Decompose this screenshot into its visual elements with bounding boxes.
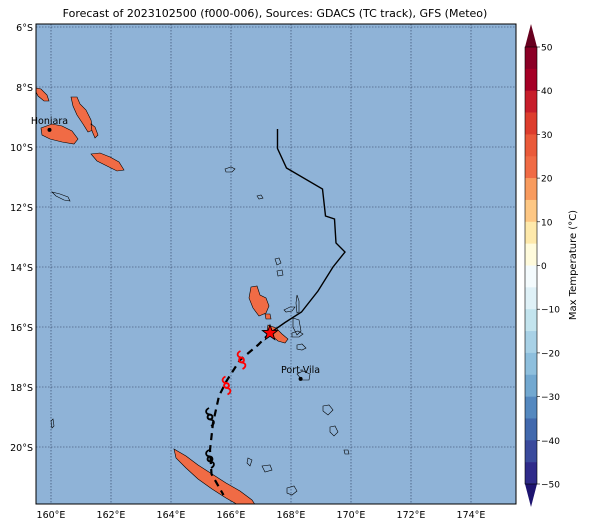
lat-tick-label: 14°S	[10, 263, 33, 274]
tropical-cyclone-symbol-icon	[205, 407, 215, 427]
lat-tick-label: 12°S	[10, 203, 33, 214]
current-position-star-icon	[261, 323, 279, 341]
city-markers: Honiara Port-Vila	[31, 116, 320, 381]
colorbar-tick-label: −30	[541, 393, 560, 403]
map-panel[interactable]: Honiara Port-Vila	[31, 23, 517, 506]
lat-tick-label: 18°S	[10, 383, 33, 394]
latitude-axis: 6°S 8°S 10°S 12°S 14°S 16°S 18°S 20°S	[10, 23, 33, 454]
colorbar-bands	[525, 47, 537, 485]
island-santa-cruz	[224, 166, 236, 173]
colorbar-tick-label: 30	[541, 131, 553, 141]
observed-track-line	[269, 129, 346, 334]
colorbar-band	[525, 68, 537, 91]
island-espiritu-santo	[248, 285, 270, 317]
lon-tick-label: 174°E	[457, 510, 486, 521]
colorbar-band	[525, 265, 537, 288]
tropical-cyclone-symbol-icon	[236, 350, 247, 370]
lat-tick-label: 20°S	[10, 443, 33, 454]
lat-tick-label: 10°S	[10, 143, 33, 154]
city-dot	[298, 376, 303, 381]
colorbar-tick-label: 0	[541, 262, 547, 272]
colorbar-band	[525, 112, 537, 135]
tropical-cyclone-symbol-icon	[205, 449, 215, 469]
colorbar-band	[525, 331, 537, 354]
colorbar-band	[525, 352, 537, 376]
island-makira	[90, 152, 125, 172]
forecast-track-line	[208, 332, 271, 496]
colorbar-tick-label: 50	[541, 44, 553, 54]
colorbar-band	[525, 199, 537, 223]
colorbar-ticks: 50 40 30 20 10 0 −10 −20 −30 −40 −50	[537, 44, 560, 491]
temperature-colorbar: 50 40 30 20 10 0 −10 −20 −30 −40 −50 Max Temperatu…	[524, 24, 579, 507]
lon-tick-label: 168°E	[277, 510, 306, 521]
ocean-background	[36, 24, 516, 504]
colorbar-band	[525, 134, 537, 157]
colorbar-under-extension	[525, 484, 537, 507]
lat-tick-label: 16°S	[10, 323, 33, 334]
colorbar-band	[525, 396, 537, 419]
longitude-axis: 160°E 162°E 164°E 166°E 168°E 170°E 172°E 174°E	[37, 510, 486, 521]
map-border	[35, 23, 517, 505]
island-erromango	[322, 404, 334, 416]
lat-tick-label: 8°S	[16, 83, 33, 94]
colorbar-band	[525, 309, 537, 332]
storm-symbol-layer	[205, 323, 279, 469]
island-utupua	[256, 194, 264, 200]
colorbar-tick-label: −10	[541, 306, 560, 316]
colorbar-tick-label: 20	[541, 175, 553, 185]
island-banks	[276, 269, 284, 277]
colorbar-band	[525, 47, 537, 70]
figure-title: Forecast of 2023102500 (f000-006), Sourc…	[63, 7, 488, 20]
island-maewo	[295, 294, 300, 314]
island-ambae	[283, 306, 296, 313]
colorbar-band	[525, 156, 537, 179]
colorbar-band	[525, 221, 537, 244]
colorbar-tick-label: −40	[541, 437, 560, 447]
colorbar-tick-label: −50	[541, 481, 560, 491]
colorbar-band	[525, 90, 537, 113]
island-small-malaita	[90, 123, 99, 139]
colorbar-tick-label: 40	[541, 87, 553, 97]
island-aneityum	[343, 449, 350, 455]
island-mare	[286, 485, 298, 496]
island-pentecost	[292, 317, 302, 336]
city-dot	[47, 127, 52, 132]
city-label: Port-Vila	[281, 365, 320, 376]
lon-tick-label: 170°E	[337, 510, 366, 521]
colorbar-label: Max Temperature (°C)	[568, 210, 579, 320]
colorbar-band	[525, 462, 537, 485]
lon-tick-label: 164°E	[157, 510, 186, 521]
island-belep	[50, 418, 55, 429]
island-epi	[296, 343, 307, 351]
lon-tick-label: 172°E	[397, 510, 426, 521]
colorbar-over-extension	[525, 24, 537, 47]
island-lifou	[261, 464, 273, 473]
lon-tick-label: 162°E	[97, 510, 126, 521]
island-ambrym	[291, 330, 304, 338]
colorbar-band	[525, 418, 537, 441]
island-tanna	[329, 425, 339, 437]
tropical-cyclone-symbol-icon	[221, 375, 232, 396]
colorbar-band	[525, 178, 537, 201]
island-rennell	[51, 191, 71, 202]
colorbar-band	[525, 287, 537, 310]
island-new-caledonia	[173, 448, 256, 504]
colorbar-band	[525, 374, 537, 397]
cyclone-track-layer	[208, 129, 346, 496]
island-ouvea	[246, 457, 253, 467]
island-malo	[264, 313, 272, 320]
island-torres	[274, 257, 282, 266]
lon-tick-label: 166°E	[217, 510, 246, 521]
lon-tick-label: 160°E	[37, 510, 66, 521]
colorbar-tick-label: 10	[541, 218, 553, 228]
graticule	[36, 24, 516, 504]
colorbar-tick-label: −20	[541, 349, 560, 359]
lat-tick-label: 6°S	[16, 23, 33, 34]
colorbar-band	[525, 440, 537, 463]
city-label: Honiara	[31, 116, 68, 127]
colorbar-band	[525, 243, 537, 266]
